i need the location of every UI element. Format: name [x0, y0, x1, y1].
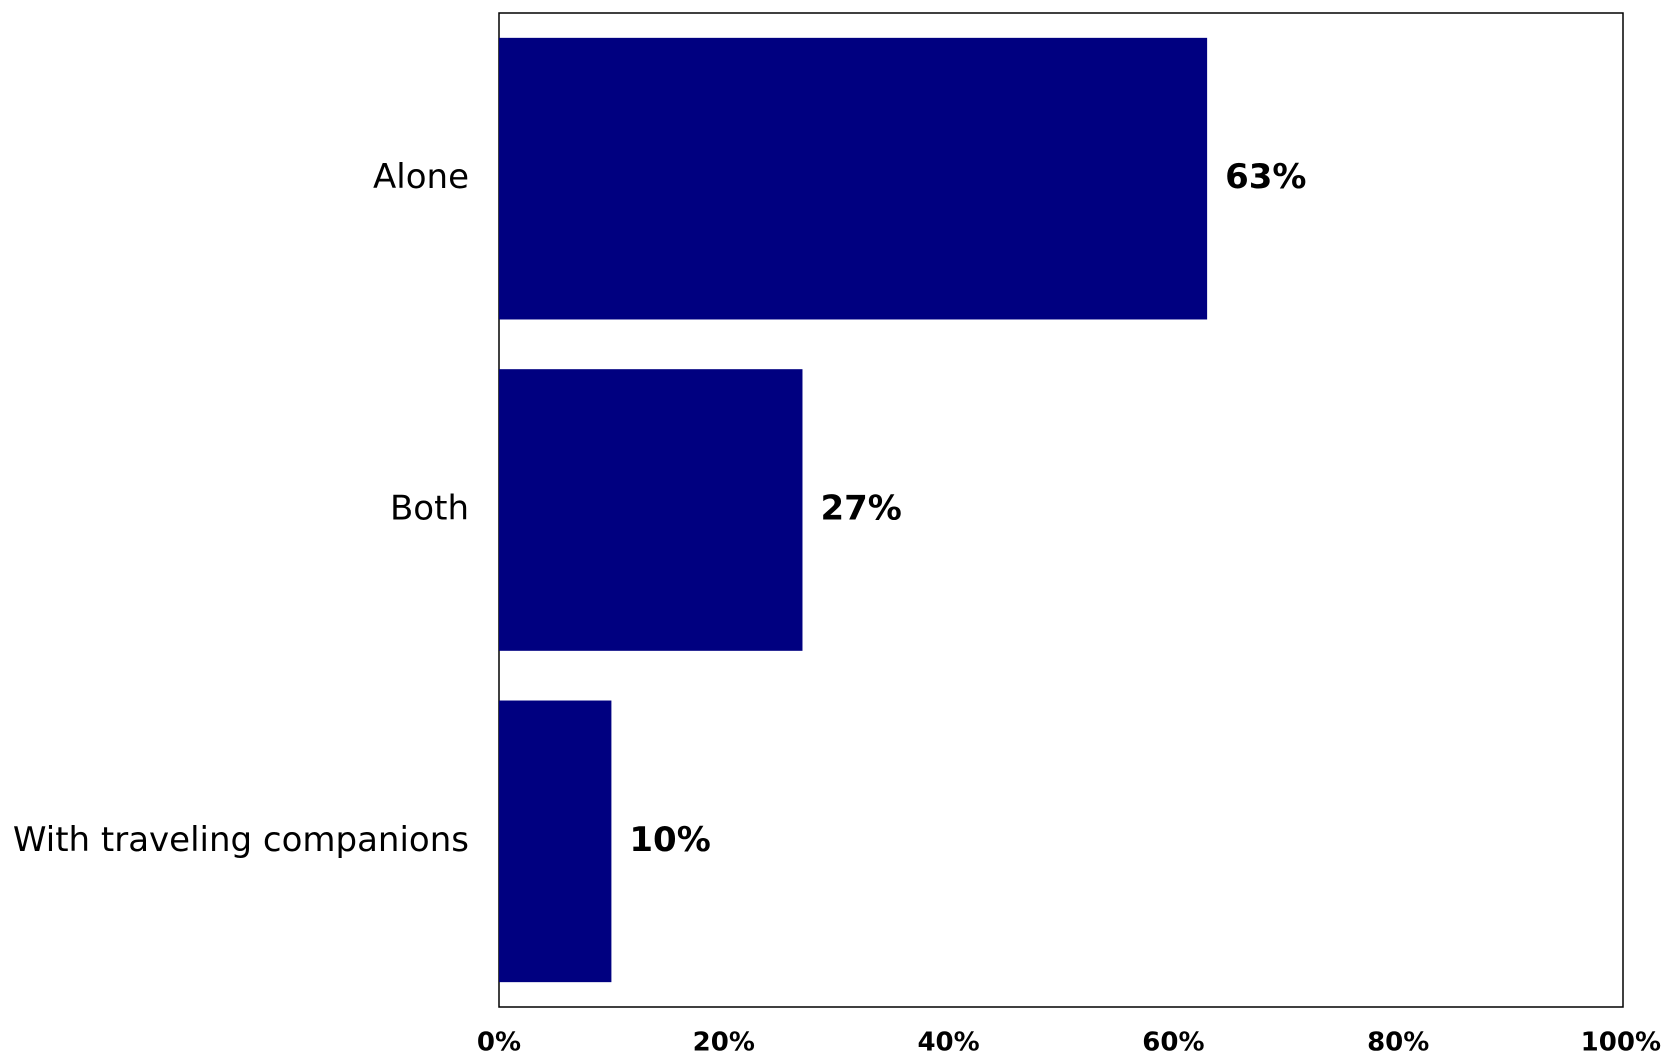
x-tick-label-100: 100%	[1581, 1028, 1661, 1058]
x-tick-label-20: 20%	[693, 1028, 755, 1058]
x-tick-label-60: 60%	[1142, 1028, 1204, 1058]
x-tick-label-80: 80%	[1367, 1028, 1429, 1058]
category-label-both: Both	[390, 489, 469, 529]
x-tick-label-0: 0%	[477, 1028, 521, 1058]
bar-alone	[499, 37, 1208, 320]
x-tick-label-40: 40%	[917, 1028, 979, 1058]
value-label-with-traveling-companions: 10%	[629, 820, 710, 860]
value-label-alone: 63%	[1225, 157, 1306, 197]
value-labels-group: 63% 27% 10%	[629, 157, 1306, 860]
bars-group	[499, 37, 1208, 983]
bar-both	[499, 369, 803, 651]
category-label-alone: Alone	[373, 157, 469, 197]
value-label-both: 27%	[820, 489, 901, 529]
category-labels-group: Alone Both With traveling companions	[13, 157, 469, 860]
x-tick-labels-group: 0% 20% 40% 60% 80% 100%	[477, 1028, 1661, 1058]
category-label-with-traveling-companions: With traveling companions	[13, 820, 469, 860]
bar-with-traveling-companions	[499, 700, 612, 983]
